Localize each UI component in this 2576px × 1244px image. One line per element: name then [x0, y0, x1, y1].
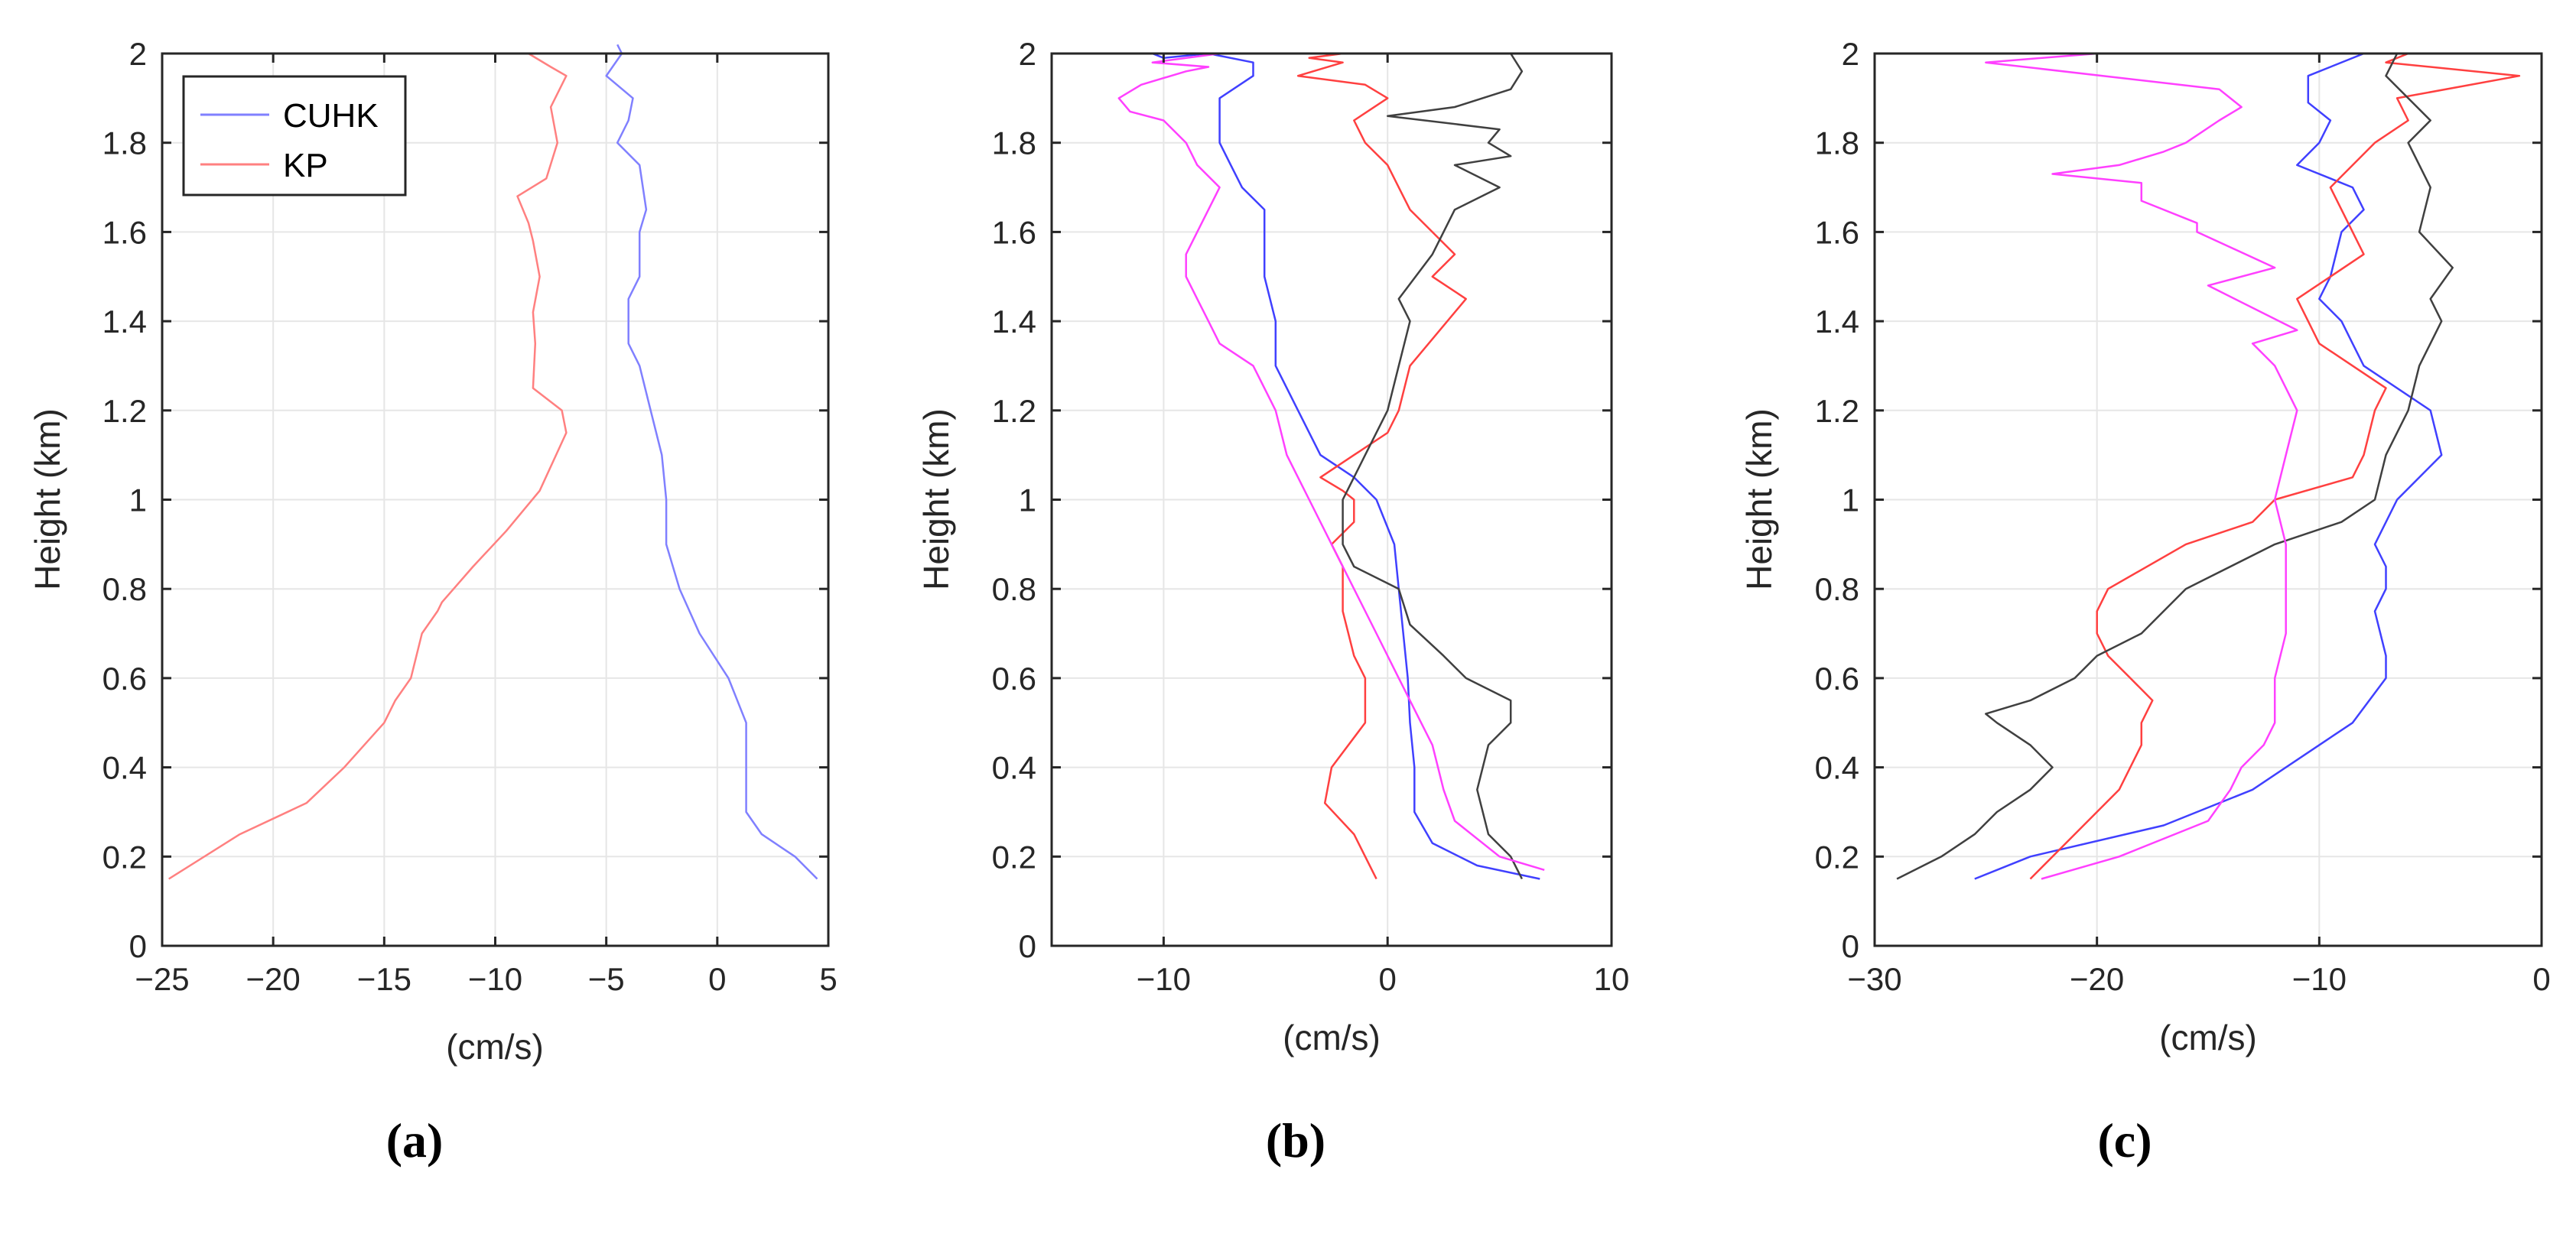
- panel-b-y-tick-label: 1: [1019, 482, 1036, 518]
- panel-b-y-tick-label: 1.8: [992, 125, 1036, 161]
- panel-c-y-tick-label: 1.2: [1815, 393, 1859, 429]
- panel-a-x-tick-label: −15: [357, 961, 411, 997]
- panel-b-y-tick-label: 2: [1019, 36, 1036, 72]
- panel-c-series-magenta: [1985, 52, 2298, 880]
- panel-a-y-tick-label: 1.4: [102, 304, 147, 339]
- panel-a-y-tick-label: 0: [129, 928, 147, 964]
- panel-b-series-black: [1342, 53, 1524, 880]
- panel-c-caption: (c): [2097, 1113, 2152, 1168]
- panel-a-x-axis-label: (cm/s): [446, 1027, 544, 1067]
- panel-c-series-blue: [1974, 52, 2443, 880]
- panel-b-y-tick-label: 1.2: [992, 393, 1036, 429]
- panel-c-x-tick-label: 0: [2532, 961, 2550, 997]
- panel-a-y-tick-label: 0.6: [102, 661, 147, 697]
- panel-c-y-tick-label: 1.6: [1815, 214, 1859, 250]
- panel-a-legend: CUHK KP: [182, 75, 407, 197]
- panel-c-x-tick-label: −30: [1847, 961, 1901, 997]
- panel-c-x-tick-label: −10: [2292, 961, 2347, 997]
- panel-a-x-tick-label: −20: [246, 961, 301, 997]
- panel-a-x-tick-label: −5: [588, 961, 625, 997]
- panel-c-series-black: [1896, 53, 2454, 880]
- panel-a-x-tick-label: 5: [819, 961, 837, 997]
- panel-b-series-blue: [1152, 52, 1540, 880]
- panel-a-y-tick-label: 1.6: [102, 214, 147, 250]
- panel-b-y-tick-label: 0.8: [992, 571, 1036, 607]
- panel-b-y-tick-label: 0: [1019, 928, 1036, 964]
- panel-c-chart: −30 −20 −10 0 0 0.2 0.4 0.6 0.8 1 1.2 1.4 1.6 1.8 2 (c…: [1739, 36, 2551, 1057]
- panel-b-y-tick-label: 0.4: [992, 750, 1036, 786]
- panel-a-y-tick-label: 2: [129, 36, 147, 72]
- panel-b-x-tick-label: 0: [1379, 961, 1397, 997]
- panel-a-y-axis-label: Height (km): [28, 408, 67, 590]
- panel-a-series-cuhk: [605, 44, 818, 880]
- legend-label-cuhk: CUHK: [283, 97, 379, 135]
- panel-b-y-axis-label: Height (km): [916, 408, 956, 590]
- panel-c-series-red: [2029, 52, 2521, 880]
- panel-a-y-tick-label: 0.2: [102, 839, 147, 875]
- panel-b-y-tick-label: 1.4: [992, 304, 1036, 339]
- panel-c-y-tick-label: 0: [1842, 928, 1859, 964]
- panel-b-series-magenta: [1117, 52, 1545, 871]
- panel-c-y-axis-label: Height (km): [1739, 408, 1779, 590]
- panel-a-chart: −25 −20 −15 −10 −5 0 5 0 0.2 0.4 0.6 0.8 1 1.2 1.4 1.6 1…: [28, 36, 838, 1067]
- panel-b-y-tick-label: 1.6: [992, 214, 1036, 250]
- panel-b-x-tick-label: 10: [1594, 961, 1630, 997]
- panel-c-y-tick-label: 1.4: [1815, 304, 1859, 339]
- panel-c-x-axis-label: (cm/s): [2159, 1018, 2257, 1057]
- panel-a-y-tick-label: 1.2: [102, 393, 147, 429]
- panel-b-series-red: [1296, 52, 1467, 880]
- panel-b-y-tick-label: 0.2: [992, 839, 1036, 875]
- panel-b-chart: −10 0 10 0 0.2 0.4 0.6 0.8 1 1.2 1.4 1.6 1.8 2 (cm/s)…: [916, 36, 1629, 1057]
- panel-a-y-tick-label: 1: [129, 482, 147, 518]
- panel-c-y-tick-label: 0.2: [1815, 839, 1859, 875]
- panel-c-y-tick-label: 0.6: [1815, 661, 1859, 697]
- panel-b-caption: (b): [1265, 1113, 1326, 1168]
- panel-c-y-tick-label: 0.4: [1815, 750, 1859, 786]
- panel-a-series-kp: [168, 52, 568, 880]
- panel-a-x-tick-label: 0: [708, 961, 726, 997]
- panel-c-y-tick-label: 1: [1842, 482, 1859, 518]
- panel-b-x-axis-label: (cm/s): [1283, 1018, 1381, 1057]
- panel-c-y-tick-label: 1.8: [1815, 125, 1859, 161]
- panel-a-x-tick-label: −25: [135, 961, 189, 997]
- panel-a-y-tick-label: 1.8: [102, 125, 147, 161]
- legend-label-kp: KP: [283, 147, 328, 184]
- panel-a-y-tick-label: 0.8: [102, 571, 147, 607]
- panel-b-x-tick-label: −10: [1137, 961, 1191, 997]
- panel-a-caption: (a): [385, 1113, 444, 1168]
- panel-c-y-tick-label: 0.8: [1815, 571, 1859, 607]
- panel-c-x-tick-label: −20: [2070, 961, 2124, 997]
- panel-a-x-tick-label: −10: [468, 961, 522, 997]
- panel-a-y-tick-label: 0.4: [102, 750, 147, 786]
- panel-c-y-tick-label: 2: [1842, 36, 1859, 72]
- panel-b-y-tick-label: 0.6: [992, 661, 1036, 697]
